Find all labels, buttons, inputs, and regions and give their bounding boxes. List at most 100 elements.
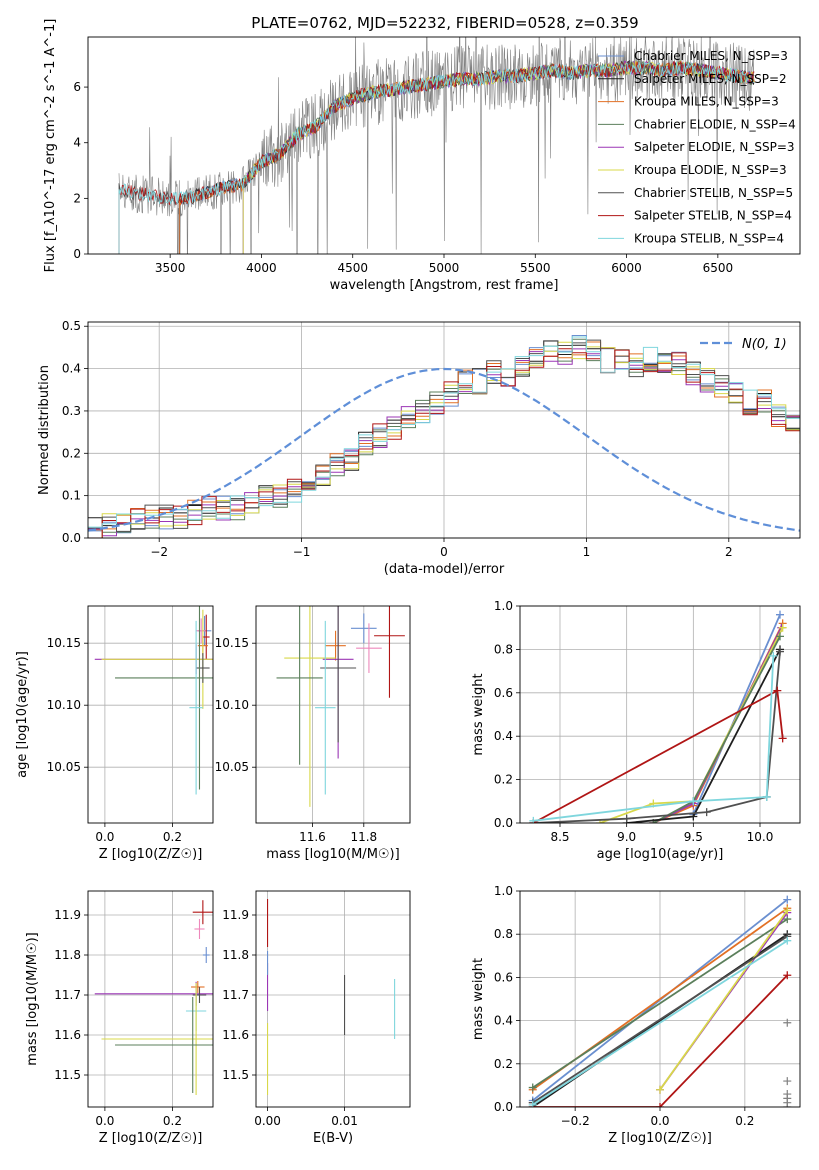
y-tick-label: 2 <box>73 191 81 205</box>
charts: 3500 4000 4500 5000 5500 6000 6500 0 2 4 6 waveleng… <box>15 19 801 1146</box>
x-tick-label: 10.0 <box>747 830 774 844</box>
weight-marker <box>762 792 771 801</box>
weight-marker <box>656 1103 664 1107</box>
x-axis-label: E(B-V) <box>313 1131 353 1146</box>
weight-marker <box>769 651 778 660</box>
x-tick-label: 3500 <box>155 261 186 275</box>
x-tick-label: 1 <box>583 545 591 559</box>
y-tick-label: 6 <box>73 80 81 94</box>
errorbars-mass_vs_ebv <box>266 899 396 1095</box>
spectrum-frame <box>87 36 801 255</box>
axes-mass_weight_vs_Z: −0.2 0.0 0.2 0.0 0.2 0.4 0.6 0.8 1.0 <box>494 884 800 1128</box>
y-tick-label: 0.4 <box>494 1014 513 1028</box>
x-tick-label: 0.0 <box>95 830 114 844</box>
x-tick-label: 5500 <box>520 261 551 275</box>
y-tick-label: 11.7 <box>222 988 249 1002</box>
x-tick-label: 6500 <box>703 261 734 275</box>
x-tick-label: 2 <box>725 545 733 559</box>
y-tick-label: 0.3 <box>62 404 81 418</box>
y-tick-label: 10.15 <box>215 636 249 650</box>
x-tick-label: 0.2 <box>163 830 182 844</box>
frame-mass_weight_vs_Z <box>519 890 801 1108</box>
weight-line <box>533 651 781 823</box>
legend-label: Chabrier ELODIE, N_SSP=4 <box>634 117 796 131</box>
y-tick-label: 10.05 <box>47 760 81 774</box>
weight-line <box>533 655 775 822</box>
weight-line <box>532 939 788 1106</box>
x-tick-label: 0.2 <box>163 1114 182 1128</box>
residual-histogram <box>88 335 800 534</box>
weights-mass_weight_vs_Z <box>528 895 792 1107</box>
legend-label: Salpeter MILES, N_SSP=2 <box>634 72 787 86</box>
weight-marker <box>702 808 711 817</box>
x-axis-label: age [log10(age/yr)] <box>597 847 724 862</box>
y-tick-label: 11.5 <box>54 1068 81 1082</box>
x-tick-label: 0.0 <box>650 1114 669 1128</box>
weight-line <box>692 614 781 815</box>
weight-marker <box>783 936 792 945</box>
x-axis-label: (data-model)/error <box>384 562 505 577</box>
errorbars-age_vs_Z <box>94 606 213 795</box>
spectrum-legend: Chabrier MILES, N_SSP=3 Salpeter MILES, N… <box>598 49 796 245</box>
y-tick-label: 4 <box>73 136 81 150</box>
x-tick-label: −1 <box>293 545 311 559</box>
weight-line <box>659 909 789 1091</box>
y-tick-label: 11.6 <box>222 1028 249 1042</box>
y-tick-label: 11.9 <box>54 908 81 922</box>
weight-marker <box>776 610 784 619</box>
legend-label: Chabrier STELIB, N_SSP=5 <box>634 186 793 200</box>
weight-line <box>599 627 784 823</box>
x-axis-label: wavelength [Angstrom, rest frame] <box>330 278 559 293</box>
x-axis-label: Z [log10(Z/Z☉)] <box>99 847 203 862</box>
y-tick-label: 0.2 <box>62 446 81 460</box>
x-tick-label: 0.2 <box>735 1114 754 1128</box>
y-axis-label: Flux [f_λ10^-17 erg cm^-2 s^-1 A^-1] <box>43 19 58 273</box>
y-tick-label: 0.8 <box>494 642 513 656</box>
weight-marker <box>783 1090 792 1099</box>
weight-line <box>532 918 788 1089</box>
weight-marker <box>528 1100 537 1107</box>
frame-mass_vs_Z <box>87 890 214 1108</box>
axes-age_vs_Z: 0.0 0.2 10.05 10.10 10.15 <box>47 606 213 844</box>
x-tick-label: 11.6 <box>299 830 326 844</box>
y-tick-label: 0 <box>73 247 81 261</box>
errorbars-mass_vs_Z <box>94 900 213 1095</box>
x-tick-label: 0.00 <box>254 1114 281 1128</box>
residual-histogram <box>88 336 800 528</box>
axes-mass_vs_ebv: 0.00 0.01 11.5 11.6 11.7 11.8 11.9 <box>222 891 410 1128</box>
weight-marker <box>528 1083 537 1092</box>
spectrum-lines <box>118 37 755 254</box>
y-tick-label: 11.6 <box>54 1028 81 1042</box>
x-tick-label: −0.2 <box>561 1114 590 1128</box>
y-axis-label: mass weight <box>471 673 486 755</box>
frame-mass_vs_ebv <box>255 890 411 1108</box>
axes-residuals: −2 −1 0 1 2 0.0 0.1 0.2 0.3 0.4 0.5 <box>62 319 800 559</box>
weights-mass_weight_vs_age <box>529 610 787 823</box>
x-tick-label: 0.0 <box>95 1114 114 1128</box>
y-axis-label: mass [log10(M/M☉)] <box>25 932 40 1065</box>
frame-mass_weight_vs_age <box>519 605 801 824</box>
x-tick-label: 0.01 <box>331 1114 358 1128</box>
y-tick-label: 1.0 <box>494 599 513 613</box>
x-tick-label: 8.5 <box>550 830 569 844</box>
y-tick-label: 11.8 <box>222 948 249 962</box>
weight-marker <box>783 971 792 980</box>
legend-label: Salpeter ELODIE, N_SSP=3 <box>634 140 795 154</box>
normal-curve <box>88 367 800 532</box>
y-tick-label: 11.5 <box>222 1068 249 1082</box>
x-tick-label: 5000 <box>429 261 460 275</box>
legend-label: Kroupa ELODIE, N_SSP=3 <box>634 163 787 177</box>
x-tick-label: 9.5 <box>684 830 703 844</box>
y-tick-label: 0.2 <box>494 773 513 787</box>
y-tick-label: 10.10 <box>215 698 249 712</box>
weight-marker <box>783 1018 792 1027</box>
weight-marker <box>778 734 787 743</box>
x-tick-label: 9.0 <box>617 830 636 844</box>
spectrum-model-line <box>118 60 755 254</box>
weight-marker <box>656 1085 664 1094</box>
y-tick-label: 0.0 <box>494 816 513 830</box>
weight-line <box>532 974 788 1107</box>
y-tick-label: 0.6 <box>494 686 513 700</box>
x-tick-label: 4500 <box>337 261 368 275</box>
weight-marker <box>778 623 787 632</box>
